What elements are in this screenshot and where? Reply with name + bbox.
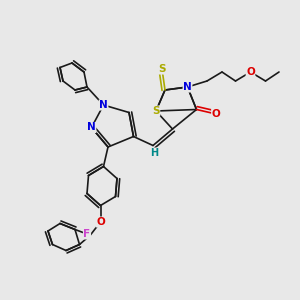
- Text: F: F: [83, 229, 91, 239]
- Text: N: N: [87, 122, 96, 133]
- Text: O: O: [96, 217, 105, 227]
- Text: O: O: [246, 67, 255, 77]
- Text: S: S: [158, 64, 166, 74]
- Text: H: H: [150, 148, 159, 158]
- Text: N: N: [183, 82, 192, 92]
- Text: O: O: [212, 109, 220, 119]
- Text: S: S: [152, 106, 160, 116]
- Text: N: N: [99, 100, 108, 110]
